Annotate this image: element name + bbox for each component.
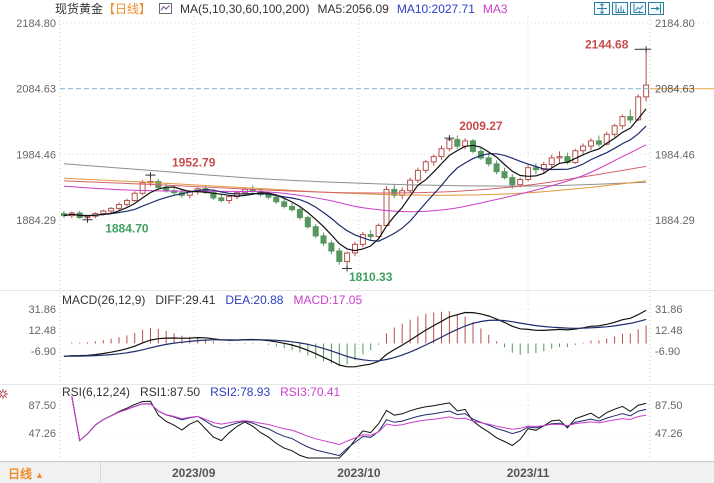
axis-label: 31.86: [655, 304, 683, 316]
rsi2-line: [71, 396, 647, 457]
indicator-settings-icon[interactable]: [0, 387, 9, 405]
axis-label: 12.48: [655, 325, 683, 337]
axis-label: 47.26: [28, 428, 56, 440]
x-axis-month-label: 2023/11: [506, 466, 550, 480]
rsi1-value: RSI1:87.50: [140, 385, 201, 399]
axes-bars-icon: [615, 3, 626, 13]
ma30-line: [63, 144, 647, 213]
current-price-line: 2084.63: [60, 84, 714, 96]
axis-label: 1884.29: [16, 215, 56, 227]
crosshair-tool-button[interactable]: [594, 2, 610, 15]
axis-label: 47.26: [655, 428, 683, 440]
macd-diff-value: DIFF:29.41: [155, 293, 216, 307]
axis-label: 1884.70: [105, 222, 149, 236]
price-annotations: 1952.79 1884.70 1810.33 2009.27 2144.68: [82, 38, 652, 284]
macd-dea-value: DEA:20.88: [225, 293, 284, 307]
axis-label: 12.48: [28, 325, 56, 337]
macd-dea-line: [63, 318, 647, 362]
axis-label: 2084.63: [655, 84, 695, 96]
axis-label: 31.86: [28, 304, 56, 316]
ma30-value-truncated: MA3: [482, 1, 508, 16]
timeframe-label: 【日线】: [103, 2, 152, 16]
x-axis-month-label: 2023/09: [171, 466, 216, 480]
ma60-line: [63, 165, 647, 194]
statusbar-divider: [100, 462, 101, 483]
axis-label: 2144.68: [585, 38, 629, 52]
y-axis-labels-right: 2184.80 1984.46 1884.29 31.86 12.48 -6.90 87.5…: [655, 18, 695, 440]
pane-line-button[interactable]: [630, 2, 646, 15]
rsi-panel-header: RSI(6,12,24) RSI1:87.50 RSI2:78.93 RSI3:…: [62, 385, 340, 399]
axis-label: 2009.27: [459, 119, 503, 133]
axis-label: 1984.46: [16, 149, 56, 161]
axis-label: 87.50: [655, 400, 683, 412]
axis-label: 2084.63: [16, 84, 56, 96]
ma5-value: MA5:2056.09: [317, 1, 389, 16]
y-axis-labels-left: 2184.80 2084.63 1984.46 1884.29 31.86 12.48 -6…: [16, 18, 56, 440]
axis-label: -6.90: [655, 346, 680, 358]
rsi-params-label: RSI(6,12,24): [62, 385, 131, 399]
rsi3-value: RSI3:70.41: [280, 385, 341, 399]
pane-bars-button[interactable]: [612, 2, 628, 15]
page-title: 现货黄金【日线】: [55, 0, 151, 17]
bottom-statusbar: 日线 ▲ 2023/09 2023/10 2023/11: [0, 461, 714, 483]
rsi2-value: RSI2:78.93: [210, 385, 271, 399]
axis-label: 1984.46: [655, 149, 695, 161]
rsi3-line: [71, 396, 647, 446]
macd-value: MACD:17.05: [293, 293, 363, 307]
collapse-pane-button[interactable]: [648, 2, 664, 15]
chart-header: 现货黄金【日线】 MA(5,10,30,60,100,200) MA5:2056…: [55, 0, 508, 17]
axis-label: 87.50: [28, 400, 56, 412]
axis-label: 2184.80: [655, 18, 695, 30]
timeframe-selector-label: 日线: [8, 467, 33, 481]
ma10-value: MA10:2027.71: [396, 1, 475, 16]
chart-canvas[interactable]: 2184.80 2084.63 1984.46 1884.29 31.86 12.48 -6…: [0, 0, 714, 461]
axis-label: -6.90: [31, 346, 56, 358]
axes-line-icon: [633, 3, 644, 14]
timeframe-selector[interactable]: 日线 ▲: [8, 465, 44, 482]
macd-panel-header: MACD(26,12,9) DIFF:29.41 DEA:20.88 MACD:…: [62, 293, 362, 307]
axis-label: 2184.80: [16, 18, 56, 30]
candlestick-series: [60, 49, 650, 269]
ma200-line: [63, 163, 647, 187]
instrument-title: 现货黄金: [55, 2, 104, 16]
ma100-line: [63, 177, 647, 196]
chart-toolbar: [594, 2, 664, 15]
ma-indicator-icon: [159, 3, 173, 14]
axis-label: 1952.79: [172, 156, 216, 170]
axis-label: 1884.29: [655, 215, 695, 227]
x-axis-month-label: 2023/10: [337, 466, 381, 480]
rsi1-line: [71, 396, 647, 459]
macd-params-label: MACD(26,12,9): [62, 293, 146, 307]
ma5-line: [63, 108, 647, 252]
crosshair-icon: [597, 3, 607, 14]
macd-diff-line: [63, 309, 647, 368]
exit-arrow-icon: [651, 3, 661, 14]
timeframe-expand-arrow-icon: ▲: [35, 470, 44, 480]
axis-label: 1810.33: [349, 270, 393, 284]
ma-params-label: MA(5,10,30,60,100,200): [180, 1, 310, 16]
grid-lines: [0, 16, 714, 458]
